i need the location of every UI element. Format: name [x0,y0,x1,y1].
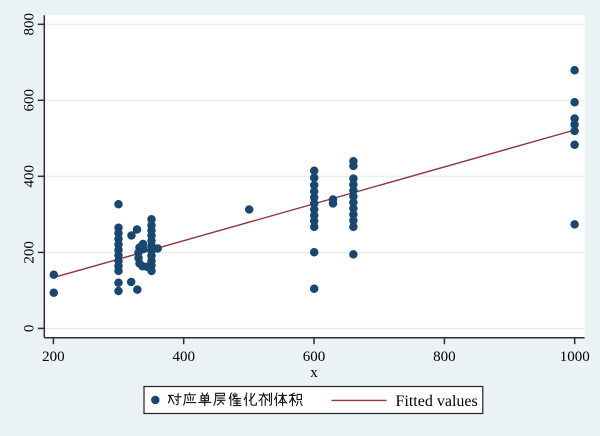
svg-text:400: 400 [22,165,38,188]
svg-text:400: 400 [172,349,195,365]
svg-text:800: 800 [22,13,38,36]
svg-text:600: 600 [22,89,38,112]
svg-text:x: x [310,365,318,381]
svg-text:1000: 1000 [560,349,590,365]
svg-text:200: 200 [22,241,38,264]
svg-text:600: 600 [303,349,326,365]
svg-text:0: 0 [22,325,38,333]
svg-text:Fitted values: Fitted values [396,393,478,410]
svg-text:800: 800 [433,349,456,365]
svg-text:200: 200 [42,349,65,365]
